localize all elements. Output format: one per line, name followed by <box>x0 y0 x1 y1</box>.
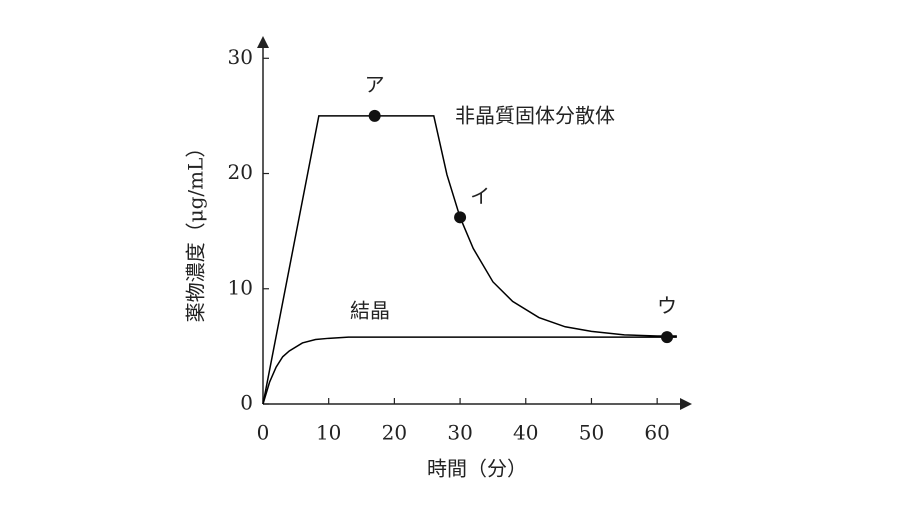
point-label: ア <box>365 72 385 96</box>
series-line <box>262 336 677 405</box>
x-tick-label: 0 <box>257 421 270 445</box>
series-label: 非晶質固体分散体 <box>455 104 615 128</box>
x-arrow <box>680 398 692 410</box>
y-tick-label: 20 <box>228 160 253 184</box>
point <box>368 109 381 122</box>
x-tick-label: 10 <box>316 421 341 445</box>
y-axis-label: 薬物濃度（μg/mL） <box>184 138 208 323</box>
x-tick-label: 60 <box>644 421 669 445</box>
point-label: ウ <box>657 294 677 318</box>
y-tick-label: 10 <box>228 275 253 299</box>
series-label: 結晶 <box>350 299 390 323</box>
x-tick-label: 30 <box>447 421 472 445</box>
point <box>454 211 467 224</box>
x-tick-label: 40 <box>513 421 538 445</box>
x-tick-label: 50 <box>579 421 604 445</box>
point-label: イ <box>470 184 490 208</box>
point <box>661 331 674 344</box>
y-tick-label: 0 <box>240 391 253 415</box>
series-line <box>262 115 677 405</box>
y-arrow <box>257 36 269 48</box>
x-tick-label: 20 <box>382 421 407 445</box>
x-axis-label: 時間（分） <box>427 457 527 481</box>
y-tick-label: 30 <box>228 45 253 69</box>
